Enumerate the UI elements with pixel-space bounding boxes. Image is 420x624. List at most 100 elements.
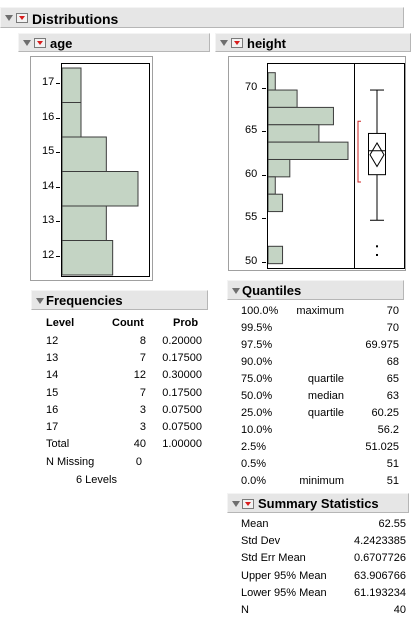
summary-stat-label: Mean	[241, 518, 269, 530]
height-tick-mark	[262, 261, 266, 263]
age-tick-label: 14	[42, 179, 55, 192]
summary-red-triangle-menu[interactable]	[242, 499, 254, 509]
height-histogram-bars	[268, 72, 349, 265]
summary-stat-value: 62.55	[378, 518, 406, 530]
distributions-red-triangle-menu[interactable]	[16, 13, 28, 23]
quantile-value: 51	[386, 475, 399, 487]
quantile-percent: 99.5%	[241, 322, 273, 334]
summary-stat-value: 4.2423385	[354, 535, 406, 548]
height-bar-64-66	[268, 124, 320, 143]
freq-n-missing-value: 0	[135, 456, 142, 469]
distributions-header: Distributions	[0, 7, 404, 28]
quantile-value: 68	[386, 356, 399, 368]
boxplot-box	[368, 132, 386, 176]
freq-row-count: 7	[139, 352, 146, 365]
collapse-triangle-icon[interactable]	[232, 288, 240, 294]
quantile-label: minimum	[299, 475, 344, 487]
frequencies-header: Frequencies	[31, 290, 208, 310]
height-histogram-plot[interactable]	[267, 63, 355, 269]
age-tick-mark	[56, 255, 60, 257]
collapse-triangle-icon[interactable]	[5, 15, 13, 21]
height-tick-mark	[262, 218, 266, 220]
height-tick-label: 70	[245, 81, 258, 94]
age-tick-mark	[56, 186, 60, 188]
freq-row-count: 8	[139, 335, 146, 347]
height-histogram-frame	[228, 56, 406, 271]
quantile-percent: 75.0%	[241, 373, 273, 385]
age-bar-15	[62, 136, 107, 172]
quantile-percent: 0.0%	[241, 475, 267, 487]
distributions-title: Distributions	[32, 11, 119, 27]
quantile-value: 56.2	[377, 424, 399, 436]
quantile-percent: 90.0%	[241, 356, 273, 368]
freq-row-level: 12	[46, 335, 59, 347]
collapse-triangle-icon[interactable]	[232, 501, 240, 507]
freq-header-count: Count	[112, 317, 144, 329]
height-red-triangle-menu[interactable]	[231, 38, 243, 48]
quantile-label: maximum	[296, 305, 344, 317]
collapse-triangle-icon[interactable]	[36, 298, 44, 304]
summary-stat-label: N	[241, 604, 249, 616]
freq-row-level: 14	[46, 369, 59, 382]
age-tick-mark	[56, 221, 60, 223]
freq-total-count: 40	[133, 438, 146, 451]
quantiles-header: Quantiles	[227, 280, 404, 300]
quantile-value: 69.975	[365, 339, 399, 351]
age-tick-label: 16	[42, 110, 55, 123]
freq-row-level: 13	[46, 352, 59, 365]
freq-row-count: 7	[139, 386, 146, 399]
age-tick-mark	[56, 152, 60, 154]
quantile-value: 63	[386, 390, 399, 402]
boxplot-mean-diamond	[369, 141, 385, 168]
quantile-value: 51	[386, 458, 399, 470]
height-header: height	[215, 33, 411, 52]
height-tick-label: 55	[245, 211, 258, 224]
summary-stat-label: Std Err Mean	[241, 552, 306, 565]
quantile-value: 65	[386, 373, 399, 385]
freq-header-level: Level	[46, 317, 75, 329]
age-red-triangle-menu[interactable]	[34, 38, 46, 48]
age-tick-label: 13	[42, 214, 55, 227]
freq-n-missing-label: N Missing	[46, 456, 95, 469]
quantile-percent: 25.0%	[241, 407, 273, 419]
age-header: age	[18, 33, 210, 52]
summary-stat-label: Upper 95% Mean	[241, 569, 327, 582]
age-histogram-bars	[62, 67, 139, 276]
shortest-half-bracket	[357, 120, 361, 183]
quantile-value: 51.025	[365, 441, 399, 453]
age-tick-label: 17	[42, 76, 55, 89]
freq-row-prob: 0.07500	[162, 421, 202, 433]
frequencies-title: Frequencies	[46, 293, 123, 308]
collapse-triangle-icon[interactable]	[220, 40, 228, 46]
collapse-triangle-icon[interactable]	[23, 40, 31, 46]
summary-stat-value: 61.193234	[354, 586, 406, 599]
height-boxplot[interactable]	[354, 63, 405, 269]
age-bar-13	[62, 205, 107, 241]
freq-row-prob: 0.20000	[162, 335, 202, 347]
quantile-percent: 0.5%	[241, 458, 267, 470]
freq-row-prob: 0.17500	[162, 352, 202, 365]
age-tick-mark	[56, 83, 60, 85]
freq-levels-count: 6 Levels	[76, 474, 117, 487]
age-histogram-plot[interactable]	[61, 63, 150, 277]
height-tick-mark	[262, 131, 266, 133]
height-tick-label: 65	[245, 124, 258, 137]
quantile-percent: 100.0%	[241, 305, 279, 317]
quantile-label: quartile	[307, 407, 344, 419]
age-bar-12	[62, 240, 114, 276]
age-tick-label: 15	[42, 145, 55, 158]
height-bar-70-72	[268, 72, 276, 91]
height-tick-mark	[262, 174, 266, 176]
summary-stat-value: 40	[393, 604, 406, 616]
freq-row-prob: 0.17500	[162, 386, 202, 399]
quantile-label: median	[307, 390, 344, 402]
boxplot-outlier-1	[376, 245, 378, 248]
age-bar-16	[62, 102, 82, 138]
freq-row-count: 3	[139, 421, 146, 433]
height-boxplot-graphic	[357, 89, 386, 256]
age-tick-mark	[56, 117, 60, 119]
height-bar-60-62	[268, 158, 291, 178]
summary-stat-value: 0.6707726	[354, 552, 406, 565]
quantile-value: 70	[386, 305, 399, 317]
quantile-percent: 2.5%	[241, 441, 267, 453]
